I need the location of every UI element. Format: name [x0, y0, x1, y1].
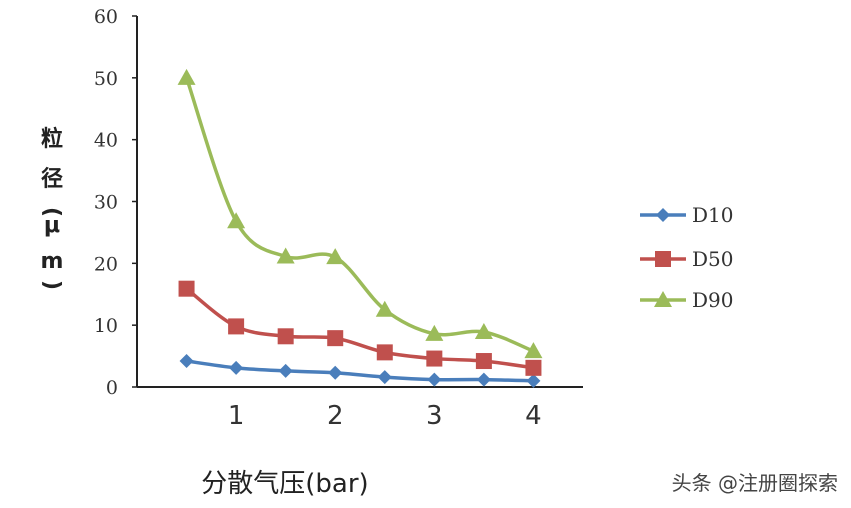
series-d50-point	[228, 318, 245, 335]
series-d90-point	[227, 212, 246, 229]
legend-d50: D50	[640, 247, 733, 271]
series-d90-point	[375, 300, 394, 317]
x-tick-label: 2	[327, 401, 344, 431]
series-d90-point	[177, 68, 196, 85]
legend-d10-label: D10	[692, 203, 733, 227]
legend-d10-point	[656, 208, 670, 222]
series-d50-point	[178, 280, 195, 297]
y-axis-label-char: m	[41, 249, 64, 274]
y-tick-labels: 0 10 20 30 40 50 60	[94, 6, 137, 399]
series-d50-point	[277, 328, 294, 345]
y-axis-label: 粒径 (μm)	[39, 126, 64, 290]
y-axis-label-char: 粒	[41, 126, 63, 152]
series-d50-point	[426, 350, 443, 367]
legend-d50-point	[655, 251, 671, 267]
series-d10-point	[476, 372, 491, 387]
x-tick-label: 4	[525, 401, 542, 431]
series-group	[177, 68, 543, 388]
y-axis-label-char: 径	[41, 166, 63, 192]
series-d90-point	[474, 322, 493, 339]
series-d10-point	[377, 370, 392, 385]
y-tick-label: 0	[106, 377, 118, 399]
y-tick-label: 30	[94, 192, 118, 214]
series-d10-point	[278, 363, 293, 378]
series-d90-point	[524, 342, 543, 359]
series-d10-point	[427, 372, 442, 387]
legend-d90-label: D90	[692, 288, 733, 312]
y-tick-label: 20	[94, 253, 118, 275]
series-d10-point	[179, 354, 194, 369]
series-d90-line	[184, 77, 535, 353]
legend-d50-label: D50	[692, 247, 733, 271]
series-d10	[179, 354, 541, 388]
x-tick-label: 3	[426, 401, 443, 431]
series-d50	[178, 280, 542, 376]
series-d50-point	[376, 344, 393, 361]
series-d10-point	[526, 373, 541, 388]
y-axis-label-char: μ	[44, 213, 60, 238]
legend: D10 D50 D90	[640, 203, 733, 312]
series-d90	[177, 68, 543, 359]
y-tick-label: 50	[94, 68, 118, 90]
series-d10-point	[229, 360, 244, 375]
y-tick-label: 60	[94, 6, 118, 28]
series-d10-point	[328, 365, 343, 380]
x-axis-label: 分散气压(bar)	[201, 469, 368, 499]
series-d90-point	[276, 247, 295, 264]
legend-d90: D90	[640, 288, 733, 312]
series-d50-point	[475, 353, 492, 370]
series-d50-point	[327, 330, 344, 347]
x-tick-labels: 1 2 3 4	[228, 401, 542, 431]
legend-d90-point	[654, 291, 672, 307]
series-d90-point	[425, 324, 444, 341]
series-d90-point	[326, 248, 345, 265]
y-axis-label-char: (	[39, 207, 64, 217]
y-tick-label: 40	[94, 130, 118, 152]
legend-d10: D10	[640, 203, 733, 227]
watermark-text: 头条 @注册圈探索	[672, 471, 838, 495]
y-axis-label-char: )	[39, 280, 64, 290]
series-d50-point	[525, 359, 542, 376]
x-tick-label: 1	[228, 401, 245, 431]
axes	[136, 16, 583, 388]
y-tick-label: 10	[94, 315, 118, 337]
